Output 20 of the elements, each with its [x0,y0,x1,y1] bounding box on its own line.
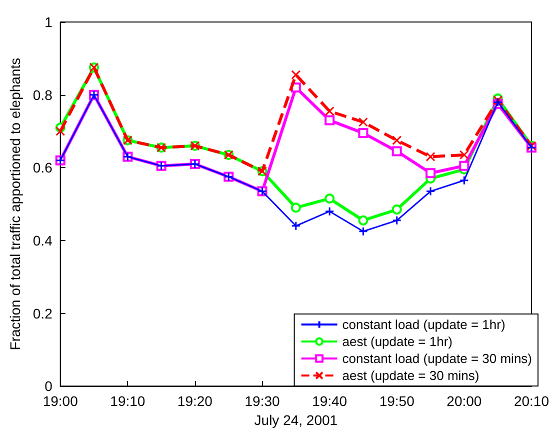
y-tick-label: 0 [44,378,53,394]
legend-label: aest (update = 30 mins) [342,368,480,383]
y-tick-label: 0.2 [32,305,53,322]
x-axis-title: July 24, 2001 [254,412,338,428]
y-tick-label: 1 [44,14,53,30]
y-tick-label: 0.8 [32,86,53,103]
y-tick-label: 0.4 [32,232,53,248]
x-tick-label: 19:00 [42,393,78,410]
y-axis-title: Fraction of total traffic apportioned to elephants [7,58,23,350]
x-tick-label: 19:30 [244,393,280,410]
y-tick-label: 0.6 [32,160,53,176]
x-tick-label: 19:40 [312,393,348,410]
x-tick-label: 19:20 [177,393,213,410]
legend-label: constant load (update = 1hr) [342,317,506,332]
x-tick-label: 20:10 [514,393,550,410]
x-tick-label: 20:00 [446,393,482,410]
legend-label: aest (update = 1hr) [342,334,453,349]
legend-label: constant load (update = 30 mins) [342,351,532,366]
x-tick-label: 19:10 [110,393,146,410]
x-tick-label: 19:50 [379,393,415,410]
